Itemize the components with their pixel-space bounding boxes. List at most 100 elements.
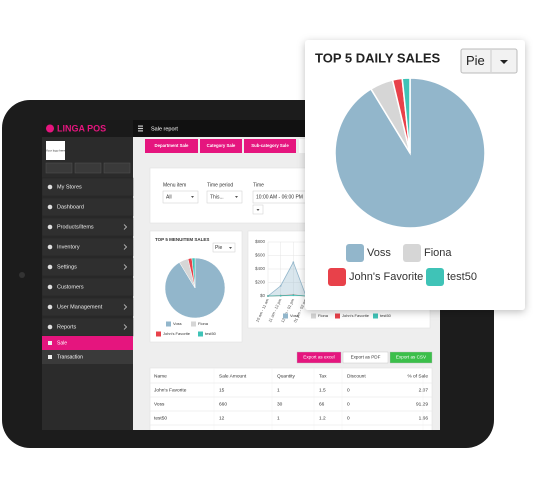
chart-type-select[interactable] — [460, 48, 518, 74]
filter-value: This... — [210, 194, 224, 200]
sidebar-label: Dashboard — [57, 204, 84, 210]
submenu-label: Transaction — [57, 354, 83, 360]
sidebar-item[interactable] — [42, 197, 134, 217]
dropdown-caret — [229, 247, 232, 249]
legend-swatch — [328, 268, 346, 286]
legend-label: Voss — [290, 313, 299, 318]
point — [267, 295, 269, 297]
sidebar-label: User Management — [57, 304, 103, 310]
chevron — [123, 224, 128, 230]
chart-title: TOP 5 MENUITEM SALES — [155, 237, 209, 242]
dropdown-caret — [256, 209, 260, 211]
submenu-icon — [48, 341, 52, 345]
dropdown-caret — [235, 196, 238, 198]
sidebar-item[interactable] — [42, 297, 134, 317]
sidebar-icon-button[interactable] — [74, 162, 102, 174]
table-cell: 660 — [219, 401, 227, 407]
column-header: Discount — [347, 373, 366, 379]
tab[interactable] — [145, 139, 198, 153]
chart-type-value: Pie — [466, 53, 485, 68]
dropdown-caret — [191, 196, 194, 198]
submenu-item[interactable] — [42, 350, 133, 364]
filter-select[interactable] — [206, 190, 243, 204]
sidebar-item[interactable] — [42, 257, 134, 277]
legend-label: Voss — [173, 321, 182, 326]
column-header: Sale Amount — [219, 373, 247, 379]
chevron — [123, 304, 128, 310]
chevron — [123, 244, 128, 250]
legend-label: test50 — [447, 271, 477, 283]
sidebar-item[interactable] — [42, 177, 134, 197]
table-cell: 15 — [219, 387, 225, 393]
sidebar-icon-button[interactable] — [103, 162, 131, 174]
submenu-icon — [48, 355, 52, 359]
table-cell: 1.5 — [319, 387, 326, 393]
sidebar-icon — [47, 224, 53, 230]
tab[interactable] — [200, 139, 242, 153]
sidebar-icon — [47, 184, 53, 190]
menu-icon[interactable] — [138, 130, 143, 132]
chart-type-select[interactable] — [212, 242, 236, 253]
column-header: Quantity — [277, 373, 295, 379]
table-cell: 30 — [277, 401, 283, 407]
table-cell: 0 — [347, 415, 350, 421]
tab-label: Category Sale — [207, 143, 236, 148]
legend-swatch — [166, 321, 171, 327]
table-cell: 1.66 — [419, 415, 429, 421]
legend-label: John's Favorite — [342, 313, 370, 318]
export-button[interactable] — [342, 351, 389, 364]
dropdown-caret — [500, 60, 508, 64]
table-cell: 66 — [319, 401, 325, 407]
brand: LINGA POS — [57, 123, 106, 133]
column-header: Name — [154, 373, 167, 379]
legend-label: test50 — [380, 313, 392, 318]
brand-icon — [46, 124, 54, 133]
sidebar-label: Products/Items — [57, 224, 94, 230]
sidebar-item[interactable] — [42, 317, 134, 337]
export-button[interactable] — [389, 351, 433, 364]
table-cell: 12 — [219, 415, 225, 421]
sidebar-label: Settings — [57, 264, 77, 270]
legend-swatch — [156, 331, 161, 337]
y-tick-label: $0 — [260, 293, 266, 298]
sidebar-item[interactable] — [42, 217, 134, 237]
sidebar-icon-button[interactable] — [45, 162, 73, 174]
legend-label: John's Favorite — [349, 271, 423, 283]
legend-swatch — [346, 244, 364, 262]
table-cell: test50 — [154, 415, 167, 421]
sidebar-label: My Stores — [57, 184, 82, 190]
menu-icon[interactable] — [138, 125, 143, 127]
point — [292, 294, 295, 297]
sidebar-icon — [47, 324, 53, 330]
sidebar-icon — [47, 284, 53, 290]
chevron — [123, 264, 128, 270]
legend-swatch — [426, 268, 444, 286]
legend-swatch — [403, 244, 421, 262]
legend-swatch — [311, 313, 316, 319]
table — [149, 367, 433, 430]
export-button[interactable] — [296, 351, 342, 364]
pie-slice — [191, 257, 196, 289]
sidebar-item[interactable] — [42, 237, 134, 257]
point — [279, 294, 282, 297]
sidebar-label: Customers — [57, 284, 84, 290]
legend-swatch — [198, 331, 203, 337]
legend-label: Voss — [367, 247, 391, 259]
submenu-item[interactable] — [42, 336, 133, 350]
filter-value: 10:00 AM - 06:00 PM — [256, 194, 303, 200]
table-cell: Voss — [154, 401, 165, 407]
sidebar-icon — [47, 304, 53, 310]
table-cell: 0 — [347, 387, 350, 393]
brand-area — [42, 120, 133, 137]
sidebar-icon — [47, 204, 53, 210]
sidebar-icon — [47, 244, 53, 250]
filter-select[interactable] — [162, 190, 199, 204]
submenu-label: Sale — [57, 340, 67, 346]
sidebar-item[interactable] — [42, 277, 134, 297]
sidebar-icon — [47, 264, 53, 270]
menu-icon[interactable] — [138, 127, 143, 130]
line — [267, 294, 307, 297]
legend-label: Fiona — [318, 313, 329, 318]
filter-label: Menu item — [163, 182, 186, 188]
tab[interactable] — [244, 139, 296, 153]
